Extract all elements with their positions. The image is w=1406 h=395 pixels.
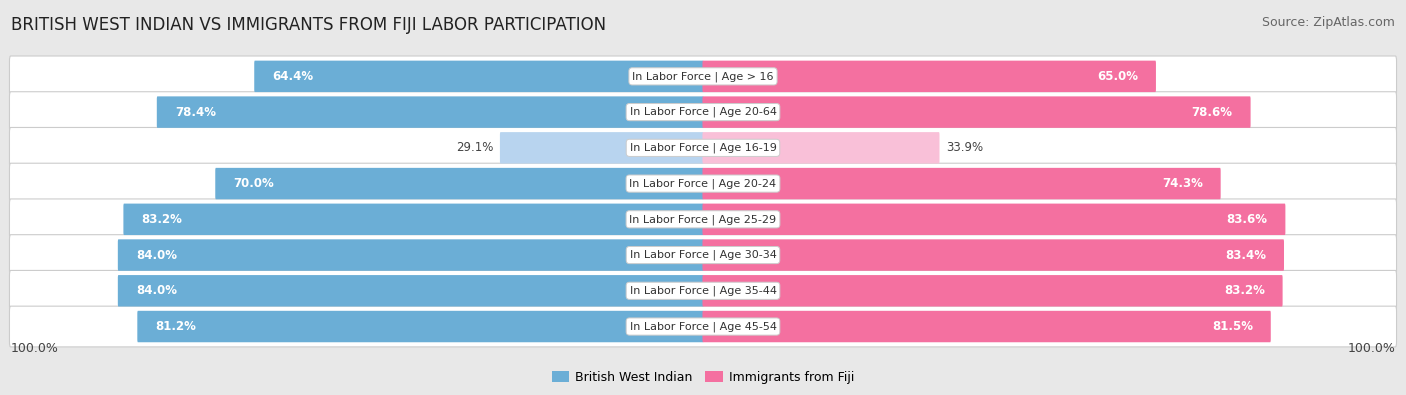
Text: 81.5%: 81.5%	[1212, 320, 1253, 333]
FancyBboxPatch shape	[124, 203, 703, 235]
FancyBboxPatch shape	[703, 61, 1156, 92]
Text: In Labor Force | Age 45-54: In Labor Force | Age 45-54	[630, 321, 776, 332]
Text: 70.0%: 70.0%	[233, 177, 274, 190]
FancyBboxPatch shape	[703, 275, 1282, 307]
Text: 100.0%: 100.0%	[10, 342, 59, 355]
FancyBboxPatch shape	[10, 235, 1396, 275]
FancyBboxPatch shape	[10, 56, 1396, 97]
FancyBboxPatch shape	[118, 239, 703, 271]
Text: In Labor Force | Age 35-44: In Labor Force | Age 35-44	[630, 286, 776, 296]
Text: 83.6%: 83.6%	[1226, 213, 1267, 226]
FancyBboxPatch shape	[703, 311, 1271, 342]
FancyBboxPatch shape	[10, 306, 1396, 347]
Text: 83.4%: 83.4%	[1225, 248, 1265, 261]
FancyBboxPatch shape	[10, 271, 1396, 311]
FancyBboxPatch shape	[10, 163, 1396, 204]
Text: 83.2%: 83.2%	[142, 213, 183, 226]
Text: In Labor Force | Age 25-29: In Labor Force | Age 25-29	[630, 214, 776, 225]
Text: 100.0%: 100.0%	[1347, 342, 1396, 355]
FancyBboxPatch shape	[703, 203, 1285, 235]
FancyBboxPatch shape	[10, 92, 1396, 132]
Text: 84.0%: 84.0%	[136, 248, 177, 261]
FancyBboxPatch shape	[703, 168, 1220, 199]
Text: Source: ZipAtlas.com: Source: ZipAtlas.com	[1261, 16, 1395, 29]
Text: 33.9%: 33.9%	[946, 141, 983, 154]
Text: 29.1%: 29.1%	[456, 141, 494, 154]
FancyBboxPatch shape	[10, 199, 1396, 240]
Text: In Labor Force | Age 20-64: In Labor Force | Age 20-64	[630, 107, 776, 117]
FancyBboxPatch shape	[703, 239, 1284, 271]
FancyBboxPatch shape	[138, 311, 703, 342]
FancyBboxPatch shape	[118, 275, 703, 307]
FancyBboxPatch shape	[703, 96, 1250, 128]
Text: 81.2%: 81.2%	[155, 320, 197, 333]
Text: 64.4%: 64.4%	[273, 70, 314, 83]
FancyBboxPatch shape	[703, 132, 939, 164]
Text: 78.6%: 78.6%	[1192, 105, 1233, 118]
Text: In Labor Force | Age > 16: In Labor Force | Age > 16	[633, 71, 773, 82]
FancyBboxPatch shape	[157, 96, 703, 128]
FancyBboxPatch shape	[254, 61, 703, 92]
Text: 74.3%: 74.3%	[1161, 177, 1202, 190]
Text: 83.2%: 83.2%	[1223, 284, 1264, 297]
FancyBboxPatch shape	[501, 132, 703, 164]
Text: 84.0%: 84.0%	[136, 284, 177, 297]
Text: In Labor Force | Age 20-24: In Labor Force | Age 20-24	[630, 178, 776, 189]
Legend: British West Indian, Immigrants from Fiji: British West Indian, Immigrants from Fij…	[547, 366, 859, 389]
FancyBboxPatch shape	[10, 128, 1396, 168]
Text: In Labor Force | Age 30-34: In Labor Force | Age 30-34	[630, 250, 776, 260]
Text: 78.4%: 78.4%	[174, 105, 215, 118]
Text: In Labor Force | Age 16-19: In Labor Force | Age 16-19	[630, 143, 776, 153]
Text: BRITISH WEST INDIAN VS IMMIGRANTS FROM FIJI LABOR PARTICIPATION: BRITISH WEST INDIAN VS IMMIGRANTS FROM F…	[11, 16, 606, 34]
Text: 65.0%: 65.0%	[1097, 70, 1137, 83]
FancyBboxPatch shape	[215, 168, 703, 199]
